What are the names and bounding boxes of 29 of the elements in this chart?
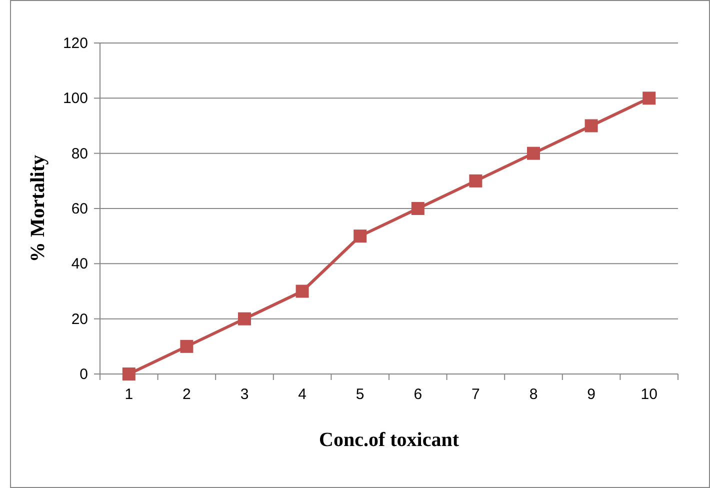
point: [354, 230, 367, 243]
y-tick-label: 40: [71, 256, 88, 273]
point: [642, 92, 656, 105]
point: [584, 119, 598, 132]
x-axis-title: Conc.of toxicant: [319, 429, 460, 451]
point: [469, 174, 482, 188]
y-tick-label: 0: [80, 366, 88, 383]
x-tick-label: 10: [640, 386, 658, 403]
x-tick-label: 2: [182, 386, 191, 403]
point: [238, 312, 251, 326]
point: [122, 368, 136, 380]
y-axis-title: % Mortality: [27, 154, 49, 262]
x-tick-label: 1: [124, 386, 134, 403]
x-tick-label: 6: [414, 386, 422, 403]
x-tick-label: 3: [240, 386, 249, 403]
x-tick-label: 4: [298, 386, 306, 403]
x-tick-label: 8: [529, 386, 538, 403]
point: [296, 284, 309, 298]
y-tick-label: 60: [71, 200, 88, 218]
point: [180, 340, 194, 353]
y-tick-label: 80: [71, 145, 88, 162]
x-tick-label: 5: [356, 386, 364, 403]
point: [527, 146, 540, 160]
point: [411, 202, 424, 215]
x-tick-label: 7: [472, 386, 480, 403]
x-tick-label: 9: [587, 386, 596, 403]
y-tick-label: 120: [62, 35, 88, 52]
y-tick-label: 20: [71, 310, 88, 328]
y-tick-label: 100: [62, 90, 88, 108]
